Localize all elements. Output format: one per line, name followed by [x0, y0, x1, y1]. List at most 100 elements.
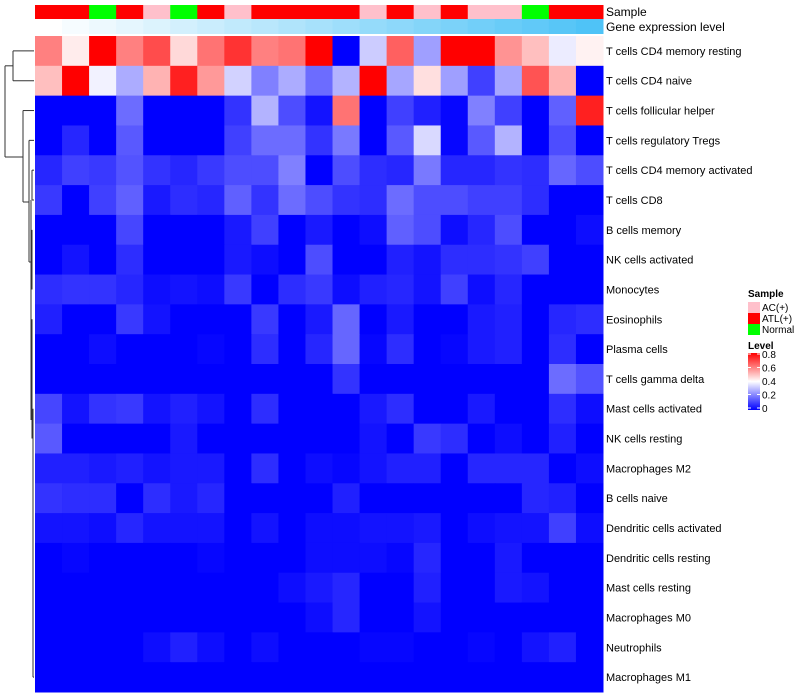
heatmap-cell [521, 274, 550, 305]
heatmap-cell [62, 662, 90, 693]
heatmap-cell [494, 65, 523, 97]
heatmap-cell [521, 483, 550, 514]
heatmap-cell [251, 483, 279, 514]
colorbar-tick-label: 0.6 [762, 364, 776, 375]
heatmap-cell [494, 453, 523, 484]
heatmap-cell [143, 36, 171, 67]
heatmap-cell [116, 214, 144, 246]
heatmap-cell [170, 36, 198, 67]
heatmap-cell [116, 364, 144, 395]
heatmap-cell [170, 274, 198, 305]
heatmap-cell [548, 214, 577, 246]
heatmap-cell [305, 513, 334, 544]
heatmap-cell [197, 662, 225, 693]
heatmap-cell [170, 214, 198, 246]
heatmap-cell [197, 423, 225, 454]
heatmap-cell [494, 542, 523, 574]
heatmap-cell [494, 364, 523, 395]
heatmap-cell [440, 602, 469, 633]
heatmap-cell [251, 274, 279, 305]
heatmap-cell [494, 274, 523, 305]
heatmap-cell [386, 483, 415, 514]
heatmap-cell [62, 453, 90, 484]
heatmap-cell [386, 125, 415, 156]
heatmap-cell [143, 185, 171, 216]
heatmap-cell [359, 95, 388, 126]
heatmap-cell [548, 274, 577, 305]
gene-level-annotation-cell [494, 19, 523, 34]
heatmap-cell [170, 304, 198, 335]
heatmap-cell [224, 483, 252, 514]
heatmap-cell [143, 304, 171, 335]
heatmap-cell [548, 65, 577, 97]
heatmap-cell [332, 483, 361, 514]
heatmap-cell [251, 214, 279, 246]
heatmap-cell [413, 572, 442, 604]
heatmap-cell [224, 155, 252, 186]
heatmap-cell [386, 274, 415, 305]
heatmap-cell [197, 542, 225, 574]
heatmap-cell [224, 65, 252, 97]
heatmap-cell [548, 572, 577, 604]
row-label: Macrophages M0 [606, 612, 691, 624]
heatmap-cell [359, 483, 388, 514]
heatmap-cell [143, 334, 171, 365]
sample-annotation-cell [116, 5, 144, 19]
heatmap-cell [440, 364, 469, 395]
heatmap-cell [332, 65, 361, 97]
heatmap-cell [440, 334, 469, 365]
heatmap-cell [386, 632, 415, 663]
heatmap-cell [494, 572, 523, 604]
heatmap-cell [116, 185, 144, 216]
heatmap-cell [548, 155, 577, 186]
row-label: B cells naive [606, 493, 668, 505]
heatmap-cell [170, 662, 198, 693]
heatmap-cell [413, 513, 442, 544]
heatmap-cell [548, 542, 577, 574]
heatmap-cell [440, 214, 469, 246]
legend: Sample AC(+)ATL(+)Normal Level 0.8 0.6 0.4… [748, 289, 794, 415]
heatmap-cell [278, 513, 306, 544]
heatmap-cell [386, 36, 415, 67]
heatmap-cell [62, 334, 90, 365]
heatmap-cell [62, 65, 90, 97]
heatmap-cell [575, 423, 604, 454]
heatmap-cell [548, 632, 577, 663]
heatmap-cell [170, 513, 198, 544]
colorbar-tick-label: 0.8 [762, 350, 776, 361]
heatmap-cell [386, 662, 415, 693]
heatmap-cell [494, 185, 523, 216]
heatmap-cell [575, 364, 604, 395]
row-dendrogram [4, 50, 34, 678]
heatmap-cell [278, 65, 306, 97]
heatmap-cell [170, 393, 198, 425]
heatmap-cell [278, 155, 306, 186]
heatmap-cell [467, 185, 496, 216]
heatmap-cell [170, 423, 198, 454]
row-label: T cells CD4 memory resting [606, 46, 742, 58]
heatmap-cell [197, 65, 225, 97]
heatmap-cell [224, 542, 252, 574]
heatmap-cell [116, 244, 144, 276]
heatmap-cell [305, 364, 334, 395]
heatmap-cell [548, 364, 577, 395]
row-label: Macrophages M2 [606, 463, 691, 475]
heatmap-cell [332, 244, 361, 276]
heatmap-cell [224, 662, 252, 693]
heatmap-cell [413, 274, 442, 305]
heatmap-cell [170, 185, 198, 216]
row-label: Mast cells resting [606, 583, 691, 595]
heatmap-cell [467, 513, 496, 544]
heatmap-cell [170, 632, 198, 663]
heatmap-cell [251, 513, 279, 544]
legend-label: AC(+) [762, 303, 788, 314]
heatmap-cell [89, 602, 117, 633]
heatmap-cell [278, 274, 306, 305]
heatmap-cell [62, 185, 90, 216]
legend-swatch [748, 324, 760, 335]
row-label: T cells follicular helper [606, 106, 715, 118]
heatmap-cell [332, 393, 361, 425]
heatmap-cell [35, 155, 63, 186]
row-label: Monocytes [606, 284, 660, 296]
